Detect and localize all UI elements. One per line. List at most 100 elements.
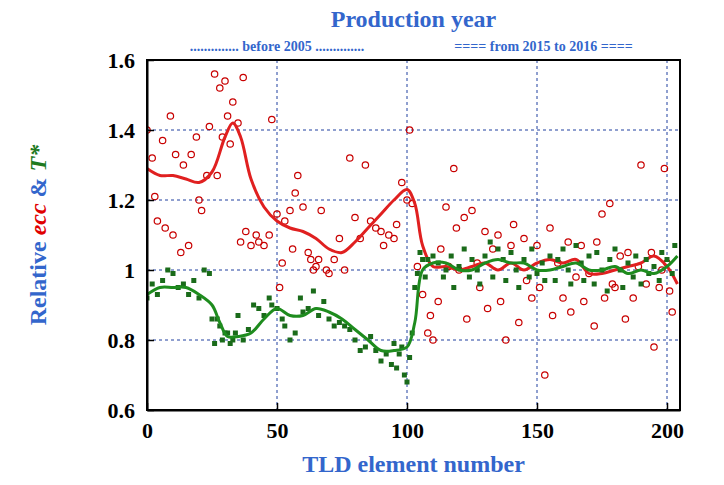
point [625, 249, 631, 255]
point [669, 309, 675, 315]
point [622, 316, 628, 322]
plot-frame [147, 60, 680, 410]
point [198, 207, 204, 213]
point [159, 137, 165, 143]
point [406, 127, 412, 133]
subtitle: .............. before 2005 .............… [190, 39, 364, 54]
point [251, 303, 256, 308]
point [427, 312, 433, 318]
point [269, 303, 274, 308]
point [237, 239, 243, 245]
point [311, 289, 316, 294]
point [497, 298, 503, 304]
point [414, 263, 420, 269]
grid-line-x [667, 60, 668, 410]
point [391, 235, 397, 241]
point [246, 327, 251, 332]
tick-mark [537, 403, 539, 410]
tick-label: 100 [391, 418, 424, 443]
point [293, 331, 298, 336]
point [380, 242, 386, 248]
grid [147, 60, 680, 410]
point [430, 337, 436, 343]
point [425, 330, 431, 336]
point [657, 278, 662, 283]
point [453, 225, 459, 231]
tick-label: 1.2 [108, 188, 136, 213]
point [656, 284, 662, 290]
point [561, 247, 566, 252]
point [536, 284, 542, 290]
point [305, 249, 311, 255]
series-line [147, 123, 677, 284]
tick-label: 1.4 [108, 118, 136, 143]
grid-line-x [277, 60, 278, 410]
point [670, 271, 675, 276]
point [331, 256, 337, 262]
point [594, 239, 600, 245]
point [308, 256, 314, 262]
series-line [147, 256, 677, 351]
point [152, 193, 158, 199]
point [236, 313, 241, 318]
point [170, 232, 176, 238]
point [451, 285, 456, 290]
tick-label: 0 [142, 418, 153, 443]
point [643, 281, 649, 287]
point [573, 274, 579, 280]
point [269, 116, 275, 122]
point [233, 331, 238, 336]
point [292, 190, 298, 196]
point [222, 78, 228, 84]
point [633, 254, 638, 259]
point [599, 211, 605, 217]
point [261, 242, 267, 248]
point [548, 254, 553, 259]
point [327, 317, 332, 322]
point [607, 257, 612, 262]
point [529, 247, 534, 252]
point [484, 305, 490, 311]
point [568, 309, 574, 315]
tick-mark [667, 403, 669, 410]
point [394, 366, 399, 371]
tick-label: 1 [124, 258, 135, 283]
point [626, 261, 631, 266]
point [574, 243, 579, 248]
tick: 50 [267, 403, 289, 443]
point [191, 278, 196, 283]
point [553, 278, 558, 283]
point [172, 151, 178, 157]
tick: 150 [521, 403, 554, 443]
point [363, 345, 368, 350]
point [230, 99, 236, 105]
point [592, 282, 597, 287]
plot-area [147, 71, 677, 385]
point [666, 288, 672, 294]
point [287, 207, 293, 213]
y-axis-title-part: Relative [25, 235, 51, 325]
point [607, 200, 613, 206]
tick-mark [277, 403, 279, 410]
point [672, 243, 677, 248]
point [516, 285, 521, 290]
point [661, 165, 667, 171]
point [171, 271, 176, 276]
grid-line-y [147, 340, 680, 341]
point [503, 278, 508, 283]
y-axis-title-part: T* [25, 144, 51, 172]
point [150, 282, 155, 287]
point [420, 257, 425, 262]
point [217, 85, 223, 91]
grid-line-x [537, 60, 538, 410]
point [483, 254, 488, 259]
point [300, 204, 306, 210]
tick-label: 0.8 [108, 328, 136, 353]
point [510, 221, 516, 227]
tick: 1 [124, 258, 154, 283]
point [630, 295, 636, 301]
point [612, 284, 618, 290]
point [651, 344, 657, 350]
point [568, 282, 573, 287]
point [160, 278, 165, 283]
